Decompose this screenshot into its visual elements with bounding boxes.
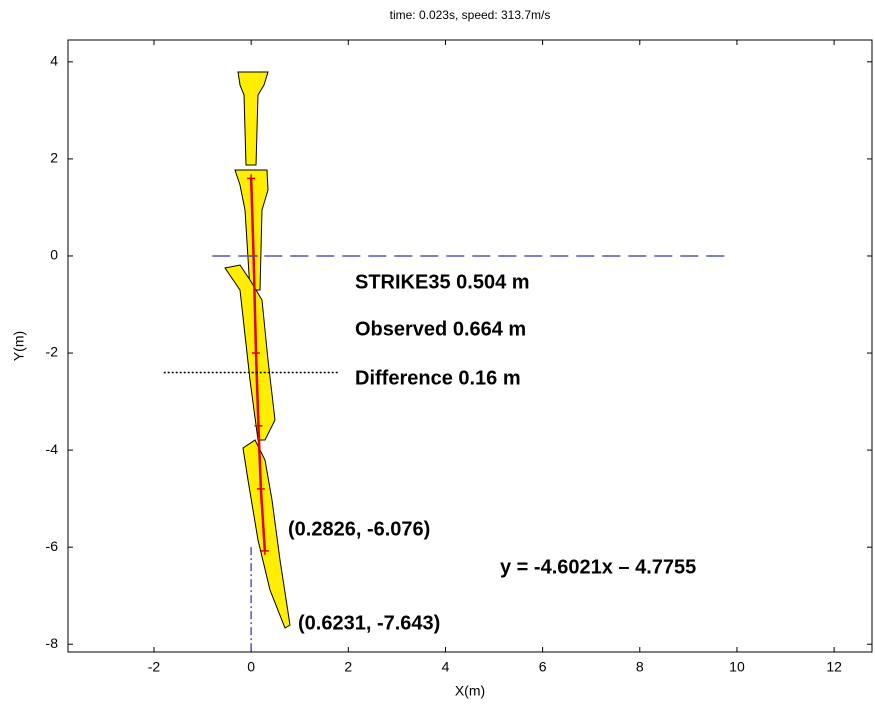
- point-marker: [252, 349, 261, 358]
- projectile-shapes: [224, 71, 291, 629]
- chart-title: time: 0.023s, speed: 313.7m/s: [390, 8, 551, 22]
- point-marker: [256, 484, 265, 493]
- x-tick-label: 0: [247, 659, 255, 675]
- y-tick-label: -2: [46, 344, 59, 360]
- shape: [237, 71, 269, 166]
- point-marker: [260, 546, 269, 555]
- x-tick-label: 10: [729, 659, 745, 675]
- shape: [234, 169, 269, 291]
- x-axis-label: X(m): [455, 683, 485, 699]
- point-marker: [247, 174, 256, 183]
- annotation: Observed 0.664 m: [355, 318, 526, 340]
- x-tick-label: 12: [826, 659, 842, 675]
- annotation: STRIKE35 0.504 m: [355, 271, 530, 293]
- y-tick-label: 2: [50, 150, 58, 166]
- y-tick-label: -8: [46, 635, 59, 651]
- plot-area: [67, 39, 873, 653]
- y-tick-label: -4: [46, 441, 59, 457]
- y-tick-label: 4: [50, 53, 58, 69]
- x-tick-label: 4: [442, 659, 450, 675]
- annotation: Difference 0.16 m: [355, 367, 521, 389]
- x-tick-label: 6: [539, 659, 547, 675]
- x-tick-label: 8: [636, 659, 644, 675]
- point-marker: [254, 421, 263, 430]
- annotation: y = -4.6021x – 4.7755: [500, 556, 696, 578]
- y-tick-label: -6: [46, 538, 59, 554]
- x-tick-label: 2: [344, 659, 352, 675]
- shape: [224, 264, 276, 441]
- x-tick-label: -2: [148, 659, 161, 675]
- series-line: [249, 178, 267, 551]
- annotation: (0.6231, -7.643): [298, 612, 440, 634]
- y-axis-label: Y(m): [11, 331, 27, 361]
- y-tick-label: 0: [50, 247, 58, 263]
- annotation: (0.2826, -6.076): [288, 518, 430, 540]
- shape: [242, 439, 291, 629]
